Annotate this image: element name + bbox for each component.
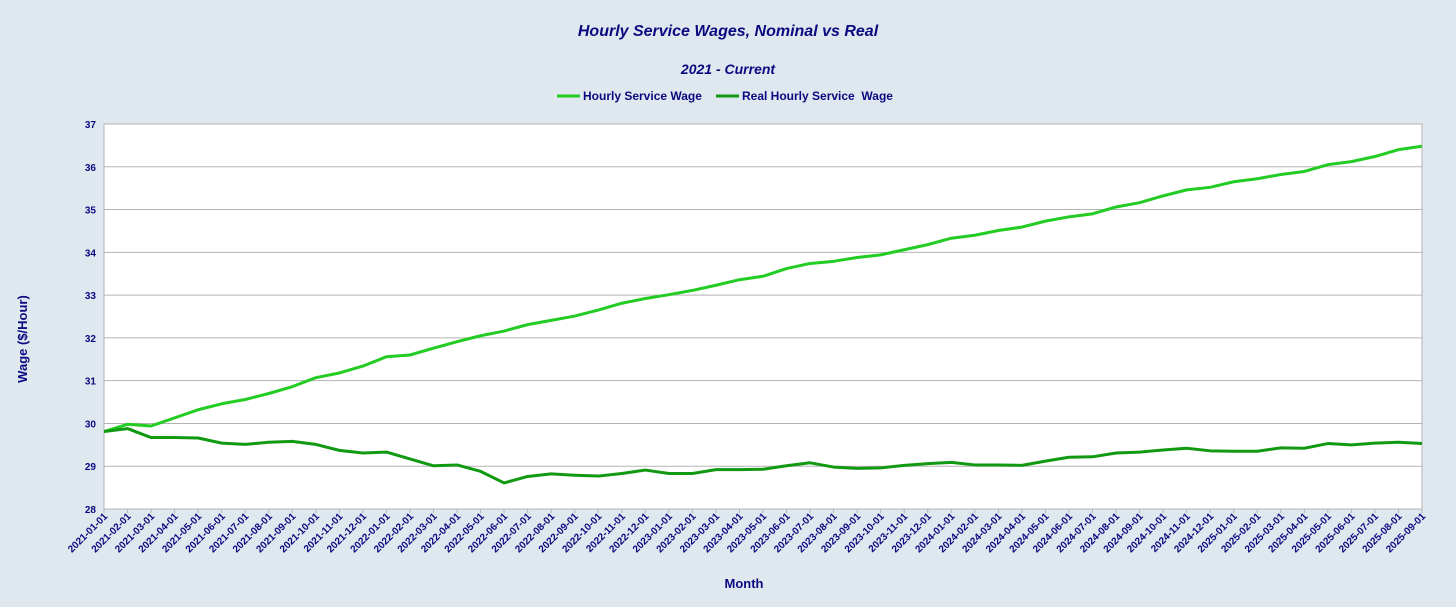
chart-subtitle: 2021 - Current [680,61,776,77]
series-lines [103,144,1423,485]
y-tick-label: 35 [85,206,97,217]
legend: Hourly Service Wage Real Hourly Service … [557,89,893,103]
horizontal-gridlines [104,166,1422,467]
x-axis-label: Month [725,576,764,591]
y-tick-label: 33 [85,291,97,302]
series-line-real-wage [103,427,1423,485]
y-axis-ticks: 28 29 30 31 32 33 34 35 36 37 [85,120,97,516]
y-tick-label: 31 [85,377,97,388]
y-tick-label: 30 [85,419,97,430]
y-tick-label: 32 [85,334,97,345]
y-tick-label: 34 [85,248,97,259]
y-tick-label: 36 [85,163,97,174]
y-tick-label: 28 [85,505,97,516]
series-line-nominal-wage [103,144,1423,434]
y-tick-label: 37 [85,120,97,131]
legend-label-nominal: Hourly Service Wage [583,89,702,103]
y-tick-label: 29 [85,462,97,473]
y-axis-label: Wage ($/Hour) [15,295,30,383]
x-axis-ticks: 2021-01-012021-02-012021-03-012021-04-01… [66,509,1428,555]
chart-title: Hourly Service Wages, Nominal vs Real [578,23,879,40]
legend-label-real: Real Hourly Service Wage [742,89,893,103]
